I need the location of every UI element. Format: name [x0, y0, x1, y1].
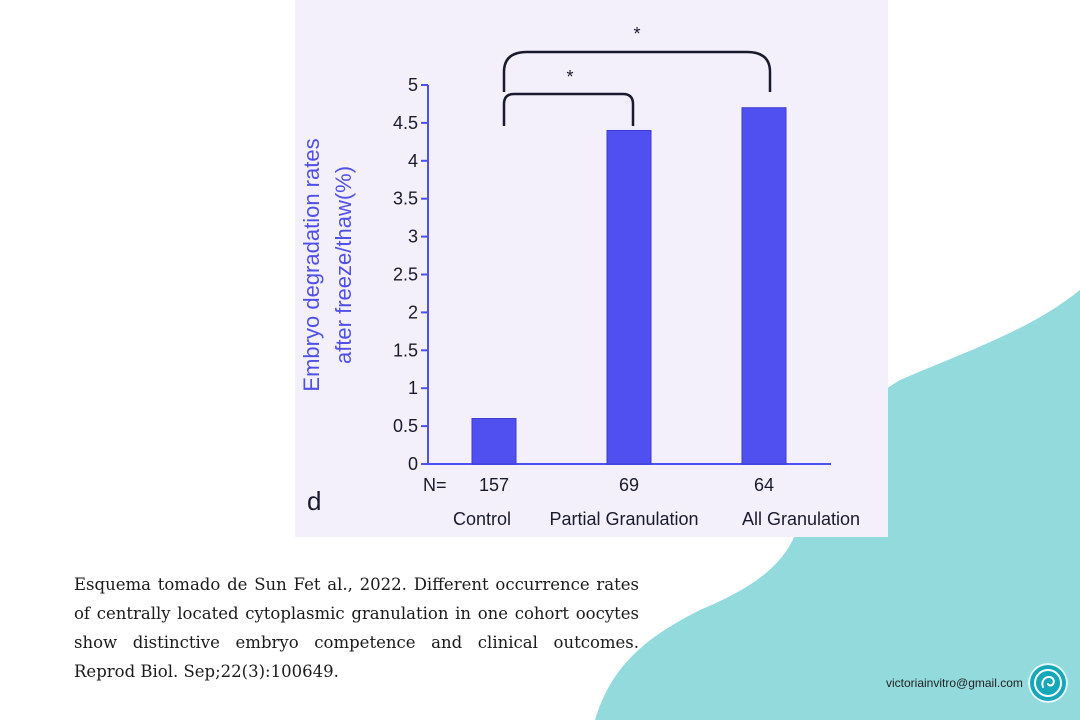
- y-tick-label: 1.5: [393, 340, 418, 360]
- category-label: All Granulation: [742, 509, 860, 529]
- n-value-label: 157: [479, 475, 509, 495]
- bar-3: [741, 107, 787, 465]
- n-value-label: 64: [754, 475, 774, 495]
- y-tick-label: 4.5: [393, 113, 418, 133]
- category-labels-group: Control Partial Granulation All Granulatio…: [453, 509, 860, 529]
- y-tick-label: 3: [408, 227, 418, 247]
- bar-1: [471, 418, 517, 465]
- significance-bracket-inner: [502, 92, 635, 126]
- significance-star-inner: *: [566, 67, 573, 87]
- y-tick-label: 0: [408, 454, 418, 474]
- chart-panel: 0 0.5 1 1.5 2 2.5 3 3.5 4 4.5 5 157 69 64 Control Par…: [295, 0, 888, 537]
- n-labels-group: 157 69 64: [479, 475, 774, 495]
- bar-chart: 0 0.5 1 1.5 2 2.5 3 3.5 4 4.5 5 157 69 64 Control Par…: [299, 24, 860, 529]
- bars-group: [471, 107, 787, 465]
- y-tick-label: 2: [408, 302, 418, 322]
- y-tick-label: 0.5: [393, 416, 418, 436]
- category-label: Partial Granulation: [549, 509, 698, 529]
- embryo-circle-icon[interactable]: [1028, 663, 1068, 703]
- bar-2: [606, 129, 652, 465]
- y-tick-label: 3.5: [393, 189, 418, 209]
- significance-bracket-outer: [502, 50, 772, 92]
- y-axis-label-line1: Embryo degradation rates: [299, 138, 324, 391]
- contact-email[interactable]: victoriainvitro@gmail.com: [886, 676, 1023, 690]
- category-label: Control: [453, 509, 511, 529]
- caption-text: Esquema tomado de Sun Fet al., 2022. Dif…: [74, 575, 639, 681]
- n-prefix-label: N=: [423, 475, 447, 495]
- panel-letter: d: [307, 486, 321, 516]
- y-axis-label-line2: after freeze/thaw(%): [331, 166, 356, 364]
- y-tick-label: 2.5: [393, 265, 418, 285]
- n-value-label: 69: [619, 475, 639, 495]
- y-tick-label: 4: [408, 151, 418, 171]
- y-axis-ticks: 0 0.5 1 1.5 2 2.5 3 3.5 4 4.5 5: [393, 75, 428, 474]
- significance-star-outer: *: [633, 24, 640, 44]
- y-tick-label: 1: [408, 378, 418, 398]
- y-tick-label: 5: [408, 75, 418, 95]
